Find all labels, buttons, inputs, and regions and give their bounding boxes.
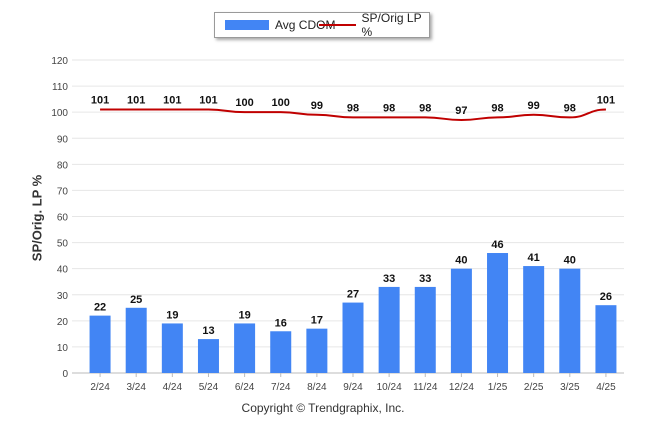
line-series [100,108,606,121]
bar-data-label: 19 [238,309,250,321]
y-tick-label: 20 [57,317,69,328]
sp-orig-line [100,108,606,121]
bar-series [89,253,617,373]
bar [161,323,183,373]
x-tick-label: 3/25 [560,382,580,393]
x-tick-label: 4/25 [596,382,616,393]
bar-data-label: 13 [202,325,214,337]
bar [342,302,364,373]
bar [559,268,581,373]
bar [234,323,256,373]
y-tick-label: 70 [57,186,69,197]
bar [487,253,509,373]
y-tick-label: 100 [51,108,68,119]
x-tick-label: 3/24 [126,382,146,393]
legend-label-avg-cdom: Avg CDOM [275,18,336,32]
bar-data-label: 25 [130,294,142,306]
bar-data-label: 26 [600,291,612,303]
x-tick-label: 12/24 [449,382,474,393]
bar [523,266,545,373]
bar-data-label: 27 [347,289,359,301]
x-tick-label: 9/24 [343,382,363,393]
bar [450,268,472,373]
y-axis-ticks: 0 10 20 30 40 50 60 70 80 90 100 110 120 [51,56,68,380]
x-tick-label: 2/25 [524,382,544,393]
line-data-label: 98 [491,102,503,114]
line-data-label: 98 [383,102,395,114]
bar [125,307,147,373]
y-tick-label: 0 [62,369,68,380]
bar [197,339,219,373]
y-tick-label: 50 [57,239,69,250]
copyright: Copyright © Trendgraphix, Inc. [241,401,405,415]
x-tick-label: 10/24 [377,382,402,393]
y-axis-title: SP/Orig. LP % [29,174,45,262]
x-tick-label: 1/25 [488,382,508,393]
line-data-label: 101 [127,95,145,107]
bar-data-label: 17 [311,315,323,327]
legend-item-avg-cdom[interactable]: Avg CDOM [225,13,335,37]
bar-data-label: 33 [419,273,431,285]
legend-line-swatch [319,24,356,26]
legend-bar-swatch [225,20,269,30]
bar-data-label: 40 [564,255,576,267]
legend-label-sp-orig: SP/Orig LP % [361,11,422,39]
line-data-label: 99 [528,100,540,112]
x-tick-label: 7/24 [271,382,291,393]
bar [89,315,111,373]
bar-data-label: 41 [528,252,540,264]
line-data-label: 101 [91,95,109,107]
line-data-label: 101 [163,95,181,107]
bar [270,331,292,373]
bar-data-label: 40 [455,255,467,267]
x-tick-label: 8/24 [307,382,327,393]
legend: Avg CDOM SP/Orig LP % [214,11,430,39]
bar-data-label: 16 [275,317,287,329]
bar-data-label: 19 [166,309,178,321]
bar-data-labels: 22 25 19 13 19 16 17 27 33 33 40 46 41 40 26 [94,239,612,337]
y-tick-label: 110 [52,82,68,93]
y-tick-label: 40 [57,265,69,276]
line-data-labels: 101 101 101 101 100 100 99 98 98 98 97 98 99 98 101 [91,95,615,117]
bar [306,328,328,373]
y-tick-label: 80 [57,160,69,171]
line-data-label: 100 [235,97,253,109]
x-tick-label: 6/24 [235,382,255,393]
bar [378,286,400,373]
bar-data-label: 22 [94,302,106,314]
y-tick-label: 90 [57,134,69,145]
bar [595,305,617,373]
line-data-label: 101 [597,95,615,107]
line-data-label: 98 [419,102,431,114]
line-data-label: 99 [311,100,323,112]
y-tick-label: 120 [51,56,68,67]
x-tick-label: 2/24 [90,382,110,393]
line-data-label: 97 [455,105,467,117]
line-data-label: 98 [564,102,576,114]
y-tick-label: 10 [57,343,69,354]
x-tick-label: 4/24 [163,382,183,393]
legend-item-sp-orig[interactable]: SP/Orig LP % [319,11,429,39]
x-axis-ticks: 2/24 3/24 4/24 5/24 6/24 7/24 8/24 9/24 10/24 11/… [90,373,616,393]
y-tick-label: 60 [57,213,69,224]
line-data-label: 100 [272,97,290,109]
y-tick-label: 30 [57,291,69,302]
bar [414,286,436,373]
line-data-label: 101 [199,95,217,107]
x-tick-label: 5/24 [199,382,219,393]
bar-data-label: 33 [383,273,395,285]
line-data-label: 98 [347,102,359,114]
x-tick-label: 11/24 [413,382,438,393]
bar-data-label: 46 [491,239,503,251]
